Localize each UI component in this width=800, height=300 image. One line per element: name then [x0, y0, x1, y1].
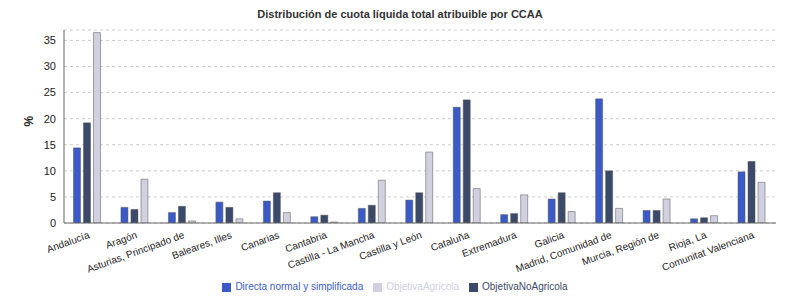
svg-text:Asturias, Principado de: Asturias, Principado de: [85, 229, 186, 275]
svg-text:25: 25: [44, 86, 56, 98]
svg-text:Andalucía: Andalucía: [45, 229, 91, 255]
svg-text:5: 5: [50, 191, 56, 203]
svg-text:10: 10: [44, 165, 56, 177]
svg-text:%: %: [22, 116, 36, 127]
svg-text:Comunitat Valenciana: Comunitat Valenciana: [660, 229, 755, 273]
svg-text:Extremadura: Extremadura: [460, 229, 518, 259]
html-text:ObjetivaNoAgricola: ObjetivaNoAgricola: [482, 281, 568, 292]
svg-text:Baleares, Illes: Baleares, Illes: [170, 229, 233, 261]
svg-text:Murcia, Región de: Murcia, Región de: [580, 229, 660, 267]
svg-text:Aragón: Aragón: [104, 229, 139, 251]
svg-text:Cantabria: Cantabria: [283, 229, 329, 255]
html-text:ObjetivaAgricola: ObjetivaAgricola: [386, 281, 459, 292]
html-text:Distribución de cuota líquida: Distribución de cuota líquida total atri…: [257, 8, 543, 20]
svg-text:Cataluña: Cataluña: [429, 229, 471, 254]
html-text:Directa normal y simplificada: Directa normal y simplificada: [235, 281, 364, 292]
svg-text:Rioja, La: Rioja, La: [667, 229, 708, 254]
svg-text:Canarias: Canarias: [239, 229, 280, 253]
svg-text:Castilla y León: Castilla y León: [358, 229, 423, 262]
svg-text:20: 20: [44, 113, 56, 125]
svg-text:15: 15: [44, 139, 56, 151]
svg-text:Madrid, Comunidad de: Madrid, Comunidad de: [514, 229, 613, 275]
svg-text:35: 35: [44, 34, 56, 46]
svg-text:0: 0: [50, 217, 56, 229]
svg-text:Castilla - La Mancha: Castilla - La Mancha: [286, 229, 376, 271]
svg-text:30: 30: [44, 60, 56, 72]
svg-text:Galicia: Galicia: [533, 229, 566, 250]
